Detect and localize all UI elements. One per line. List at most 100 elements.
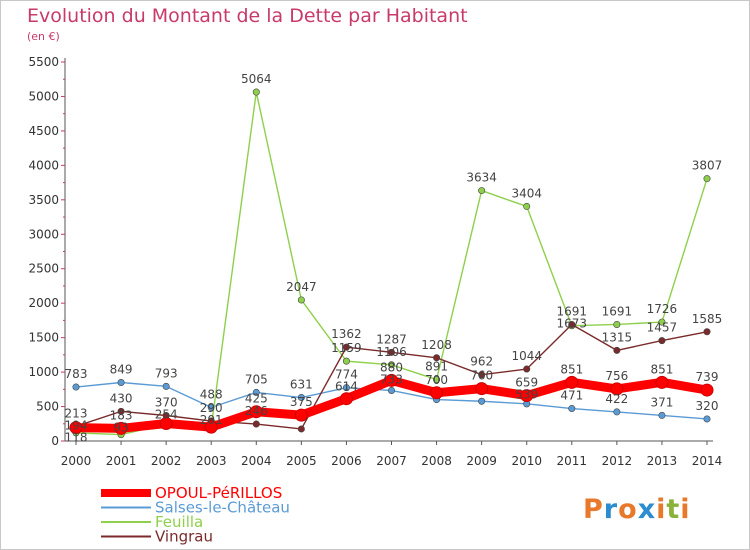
data-point-salses-le-chateau [478, 397, 486, 405]
data-label: 851 [560, 362, 583, 376]
data-label: 700 [425, 373, 448, 387]
y-tick-label: 2000 [28, 296, 59, 310]
data-label: 254 [155, 408, 178, 422]
data-point-vingrau [523, 365, 531, 373]
x-tick-label: 2008 [421, 454, 452, 468]
logo-letter: t [666, 494, 681, 525]
data-point-vingrau [387, 348, 395, 356]
data-label: 1159 [331, 341, 362, 355]
data-point-salses-le-chateau [658, 411, 666, 419]
x-tick-label: 2003 [196, 454, 227, 468]
data-point-feuilla [523, 202, 531, 210]
data-label: 659 [515, 376, 538, 390]
data-point-vingrau [252, 420, 260, 428]
data-label: 320 [696, 399, 719, 413]
y-tick-label: 1000 [28, 365, 59, 379]
unit-label: (en €) [27, 30, 60, 43]
x-tick-label: 2013 [647, 454, 678, 468]
data-label: 1457 [647, 321, 678, 335]
data-label: 290 [200, 401, 223, 415]
x-tick-label: 2002 [151, 454, 182, 468]
data-label: 213 [65, 406, 88, 420]
data-label: 246 [245, 404, 268, 418]
legend-label: Salses-le-Château [155, 499, 290, 517]
x-tick-label: 2006 [331, 454, 362, 468]
data-label: 1691 [602, 304, 633, 318]
data-point-vingrau [117, 407, 125, 415]
data-label: 118 [65, 430, 88, 444]
data-point-salses-le-chateau [297, 394, 305, 402]
data-point-salses-le-chateau [252, 388, 260, 396]
data-point-feuilla [433, 376, 441, 384]
data-point-vingrau [568, 320, 576, 328]
x-tick-label: 2004 [241, 454, 272, 468]
data-point-feuilla [613, 320, 621, 328]
data-label: 614 [335, 380, 358, 394]
x-tick-label: 2000 [61, 454, 92, 468]
x-tick-label: 2009 [466, 454, 497, 468]
logo-letter: x [637, 494, 657, 525]
y-tick-label: 0 [51, 434, 59, 448]
data-label: 1287 [376, 332, 407, 346]
data-point-salses-le-chateau [342, 384, 350, 392]
y-tick-label: 3000 [28, 227, 59, 241]
data-label: 705 [245, 372, 268, 386]
y-tick-label: 3500 [28, 193, 59, 207]
y-tick-label: 5500 [28, 55, 59, 69]
data-label: 201 [200, 413, 223, 427]
data-point-opoul-perillos [159, 416, 173, 430]
legend: OPOUL-PéRILLOSSalses-le-ChâteauFeuillaVi… [101, 484, 290, 546]
x-tick-label: 2005 [286, 454, 317, 468]
data-point-feuilla [478, 187, 486, 195]
data-point-opoul-perillos [114, 421, 128, 435]
data-point-opoul-perillos [204, 420, 218, 434]
data-point-opoul-perillos [339, 392, 353, 406]
data-point-opoul-perillos [385, 373, 398, 387]
data-label: 774 [335, 368, 358, 382]
data-point-opoul-perillos [475, 382, 489, 396]
x-tick-label: 2014 [692, 454, 723, 468]
proxiti-logo: Proxiti [583, 494, 691, 525]
y-tick-label: 4500 [28, 124, 59, 138]
logo-letter: i [680, 494, 691, 525]
data-point-feuilla [342, 357, 350, 365]
y-tick-label: 2500 [28, 262, 59, 276]
data-label: 539 [515, 388, 538, 402]
x-tick-label: 2001 [106, 454, 137, 468]
data-point-vingrau [478, 371, 486, 379]
data-point-opoul-perillos [294, 408, 308, 422]
data-point-salses-le-chateau [613, 408, 621, 416]
legend-label: Vingrau [155, 528, 213, 546]
data-label: 891 [425, 360, 448, 374]
axes: 0 500 1000 1500 2000 2500 3000 3500 4000 4500 5000… [28, 55, 722, 468]
data-point-feuilla [387, 361, 395, 369]
data-label: 3634 [466, 171, 497, 185]
data-label: 2047 [286, 280, 317, 294]
logo-letter: r [603, 494, 619, 525]
data-label: 793 [155, 366, 178, 380]
data-label: 783 [65, 367, 88, 381]
data-labels-layer: 7832131941188494301839379337025448829020… [65, 72, 723, 444]
data-label: 1691 [557, 304, 588, 318]
y-tick-label: 500 [36, 400, 59, 414]
data-point-vingrau [433, 354, 441, 362]
data-point-vingrau [658, 337, 666, 345]
data-point-opoul-perillos [69, 421, 83, 435]
legend-label: OPOUL-PéRILLOS [155, 484, 282, 502]
y-tick-label: 1500 [28, 331, 59, 345]
data-label: 1673 [557, 316, 588, 330]
data-label: 425 [245, 392, 268, 406]
series-layer [69, 88, 714, 439]
data-label: 3807 [692, 159, 723, 173]
data-point-salses-le-chateau [568, 405, 576, 413]
data-point-feuilla [297, 296, 305, 304]
chart-title: Evolution du Montant de la Dette par Hab… [27, 5, 468, 27]
data-point-feuilla [703, 175, 711, 183]
data-label: 370 [155, 396, 178, 410]
data-label: 849 [110, 362, 133, 376]
data-label: 631 [290, 378, 313, 392]
data-label: 1208 [421, 338, 452, 352]
data-point-opoul-perillos [430, 386, 444, 400]
